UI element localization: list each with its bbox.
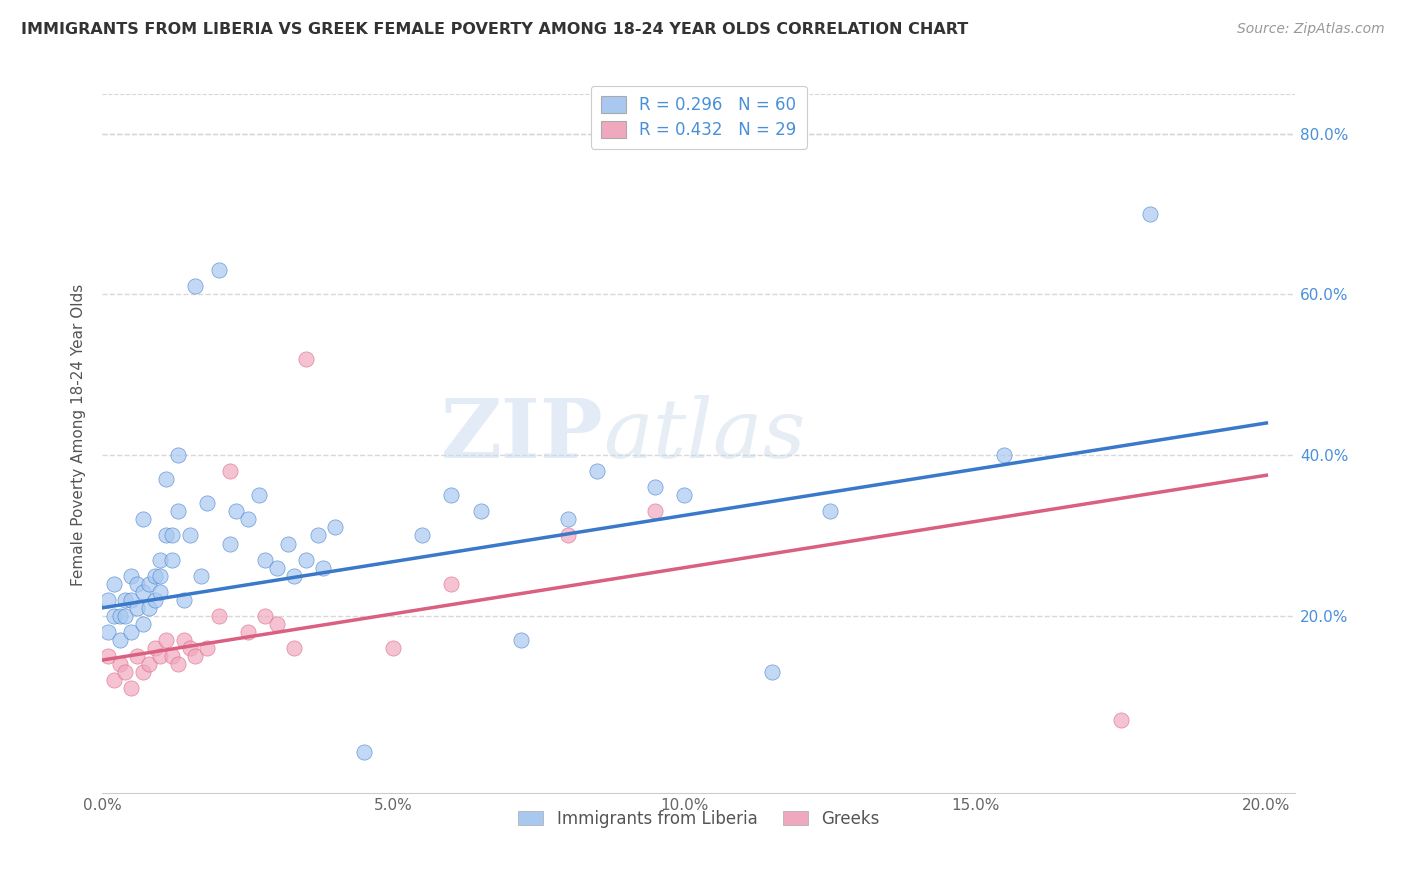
Point [225, 504, 247, 518]
Point [167, 448, 190, 462]
Point [167, 504, 190, 518]
Point [195, 496, 218, 510]
Point [266, 560, 288, 574]
Point [382, 640, 405, 655]
Point [138, 576, 160, 591]
Point [470, 504, 492, 518]
Point [127, 600, 149, 615]
Point [586, 464, 609, 478]
Point [167, 657, 190, 671]
Point [160, 648, 183, 663]
Point [97, 648, 120, 663]
Point [207, 263, 229, 277]
Point [179, 640, 201, 655]
Point [254, 552, 277, 566]
Point [236, 624, 259, 639]
Point [132, 512, 155, 526]
Point [132, 584, 155, 599]
Point [312, 560, 335, 574]
Point [1109, 714, 1132, 728]
Point [103, 576, 125, 591]
Point [114, 592, 136, 607]
Point [818, 504, 841, 518]
Point [254, 608, 277, 623]
Point [114, 608, 136, 623]
Point [143, 568, 166, 582]
Point [195, 640, 218, 655]
Point [179, 528, 201, 542]
Point [207, 608, 229, 623]
Point [108, 608, 131, 623]
Text: IMMIGRANTS FROM LIBERIA VS GREEK FEMALE POVERTY AMONG 18-24 YEAR OLDS CORRELATIO: IMMIGRANTS FROM LIBERIA VS GREEK FEMALE … [21, 22, 969, 37]
Text: atlas: atlas [603, 395, 806, 475]
Text: ZIP: ZIP [440, 395, 603, 475]
Point [247, 488, 270, 502]
Point [1139, 207, 1161, 221]
Point [283, 640, 305, 655]
Point [103, 608, 125, 623]
Point [160, 528, 183, 542]
Point [120, 681, 142, 696]
Point [120, 592, 142, 607]
Point [440, 576, 463, 591]
Point [114, 665, 136, 679]
Point [440, 488, 463, 502]
Point [295, 351, 318, 366]
Point [143, 592, 166, 607]
Y-axis label: Female Poverty Among 18-24 Year Olds: Female Poverty Among 18-24 Year Olds [72, 284, 86, 586]
Text: Source: ZipAtlas.com: Source: ZipAtlas.com [1237, 22, 1385, 37]
Point [510, 632, 533, 647]
Point [353, 746, 375, 760]
Point [411, 528, 433, 542]
Point [190, 568, 212, 582]
Point [673, 488, 696, 502]
Point [108, 632, 131, 647]
Point [108, 657, 131, 671]
Point [155, 472, 177, 486]
Point [138, 600, 160, 615]
Point [323, 520, 346, 534]
Point [127, 648, 149, 663]
Point [219, 464, 242, 478]
Point [127, 576, 149, 591]
Point [644, 504, 666, 518]
Point [138, 657, 160, 671]
Point [184, 279, 207, 293]
Point [184, 648, 207, 663]
Point [103, 673, 125, 687]
Point [307, 528, 329, 542]
Point [557, 528, 579, 542]
Point [155, 528, 177, 542]
Point [277, 536, 299, 550]
Point [557, 512, 579, 526]
Point [143, 640, 166, 655]
Point [160, 552, 183, 566]
Point [132, 616, 155, 631]
Point [149, 552, 172, 566]
Point [236, 512, 259, 526]
Point [97, 624, 120, 639]
Point [149, 584, 172, 599]
Point [132, 665, 155, 679]
Point [761, 665, 783, 679]
Point [120, 568, 142, 582]
Point [266, 616, 288, 631]
Point [120, 624, 142, 639]
Point [173, 632, 195, 647]
Legend: Immigrants from Liberia, Greeks: Immigrants from Liberia, Greeks [512, 803, 886, 834]
Point [155, 632, 177, 647]
Point [219, 536, 242, 550]
Point [644, 480, 666, 494]
Point [993, 448, 1015, 462]
Point [149, 568, 172, 582]
Point [97, 592, 120, 607]
Point [173, 592, 195, 607]
Point [283, 568, 305, 582]
Point [295, 552, 318, 566]
Point [149, 648, 172, 663]
